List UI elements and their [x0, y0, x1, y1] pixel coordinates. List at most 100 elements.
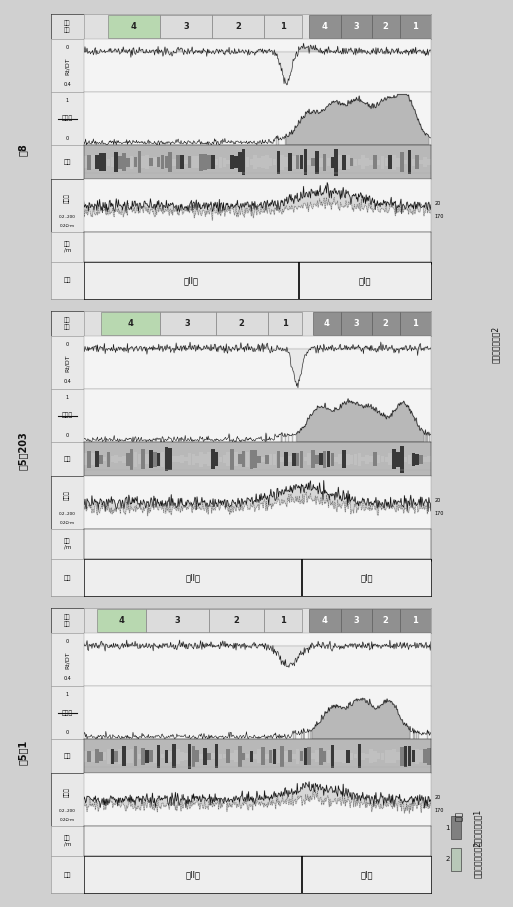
Bar — [362, 155, 365, 169]
Bar — [234, 750, 238, 762]
Text: 1: 1 — [281, 22, 286, 31]
Bar — [103, 457, 107, 462]
Text: 幅度差: 幅度差 — [62, 116, 73, 122]
Bar — [319, 158, 323, 167]
Bar — [427, 747, 430, 765]
Bar — [207, 452, 211, 466]
Bar — [385, 750, 388, 763]
Bar — [149, 750, 153, 762]
Bar — [292, 453, 295, 466]
Bar — [273, 160, 277, 165]
Bar — [330, 453, 334, 465]
Bar — [288, 750, 292, 763]
Bar — [334, 750, 338, 763]
Bar — [238, 454, 242, 464]
Text: 坖5深1: 坖5深1 — [18, 740, 28, 766]
Bar — [188, 744, 191, 768]
Bar — [408, 455, 411, 463]
Bar — [172, 159, 176, 166]
Bar — [91, 155, 95, 170]
Bar — [172, 456, 176, 462]
Bar — [87, 155, 91, 170]
Bar — [257, 455, 261, 463]
Bar — [153, 452, 156, 467]
Bar — [354, 454, 358, 464]
Bar — [311, 159, 315, 166]
Bar — [223, 158, 226, 167]
Bar — [350, 158, 353, 166]
Bar — [134, 452, 137, 467]
Text: 4: 4 — [324, 319, 330, 328]
Text: 层号
叫位: 层号 叫位 — [64, 615, 71, 627]
Text: Rt/DT: Rt/DT — [65, 354, 70, 372]
Text: 20: 20 — [435, 200, 441, 206]
Text: 图例: 图例 — [455, 811, 464, 822]
Bar — [238, 152, 242, 172]
Bar — [264, 609, 302, 632]
Text: 辅I段: 辅I段 — [359, 277, 371, 285]
Bar — [385, 158, 388, 166]
Bar — [230, 753, 234, 759]
Bar — [130, 749, 133, 764]
Bar — [323, 451, 326, 468]
Bar — [234, 453, 238, 466]
Bar — [296, 155, 300, 169]
Bar — [168, 448, 172, 471]
Bar — [137, 754, 141, 759]
Bar — [122, 455, 126, 463]
Bar — [381, 156, 384, 169]
Bar — [427, 159, 430, 165]
Bar — [265, 754, 268, 758]
Text: 1: 1 — [445, 824, 449, 831]
Text: 深度
/m: 深度 /m — [64, 539, 71, 550]
Bar — [176, 155, 180, 169]
Bar — [311, 450, 315, 468]
Bar — [377, 455, 381, 463]
Bar — [323, 153, 326, 171]
Bar — [111, 456, 114, 463]
Bar — [253, 754, 257, 759]
Text: 0: 0 — [66, 730, 69, 736]
Bar — [323, 751, 326, 762]
Bar — [246, 452, 249, 467]
Bar — [369, 749, 373, 764]
Bar — [103, 153, 107, 171]
Bar — [269, 750, 272, 763]
Text: 富有机质灰岩层1: 富有机质灰岩层1 — [472, 809, 482, 846]
Text: 3: 3 — [174, 616, 180, 625]
Bar — [404, 160, 407, 164]
Bar — [350, 455, 353, 463]
Bar — [87, 751, 91, 762]
Text: 层位: 层位 — [64, 872, 71, 878]
Bar — [226, 749, 230, 764]
Text: 层位: 层位 — [64, 575, 71, 580]
Bar — [130, 156, 133, 169]
Bar — [103, 752, 107, 760]
Text: 170: 170 — [435, 511, 444, 516]
Bar — [327, 452, 330, 467]
Text: 辅II段: 辅II段 — [186, 573, 201, 582]
Bar — [396, 158, 400, 167]
Bar — [292, 156, 295, 169]
Bar — [107, 749, 110, 764]
Bar — [342, 450, 346, 469]
Bar — [87, 451, 91, 468]
Bar — [350, 753, 353, 760]
Bar — [119, 155, 122, 169]
Bar — [362, 457, 365, 462]
Bar — [149, 158, 153, 166]
Bar — [157, 157, 161, 167]
Text: 0.2Ω·m: 0.2Ω·m — [60, 521, 75, 525]
Text: 2: 2 — [383, 22, 389, 31]
Bar — [400, 312, 431, 335]
Bar — [114, 152, 118, 172]
Text: 20: 20 — [435, 795, 441, 800]
Bar — [180, 752, 184, 761]
Bar — [423, 749, 427, 764]
Text: 2: 2 — [239, 319, 245, 328]
Bar — [146, 609, 209, 632]
Bar — [219, 754, 222, 759]
Text: 4: 4 — [322, 616, 328, 625]
Bar — [411, 750, 415, 762]
Bar — [223, 455, 226, 463]
